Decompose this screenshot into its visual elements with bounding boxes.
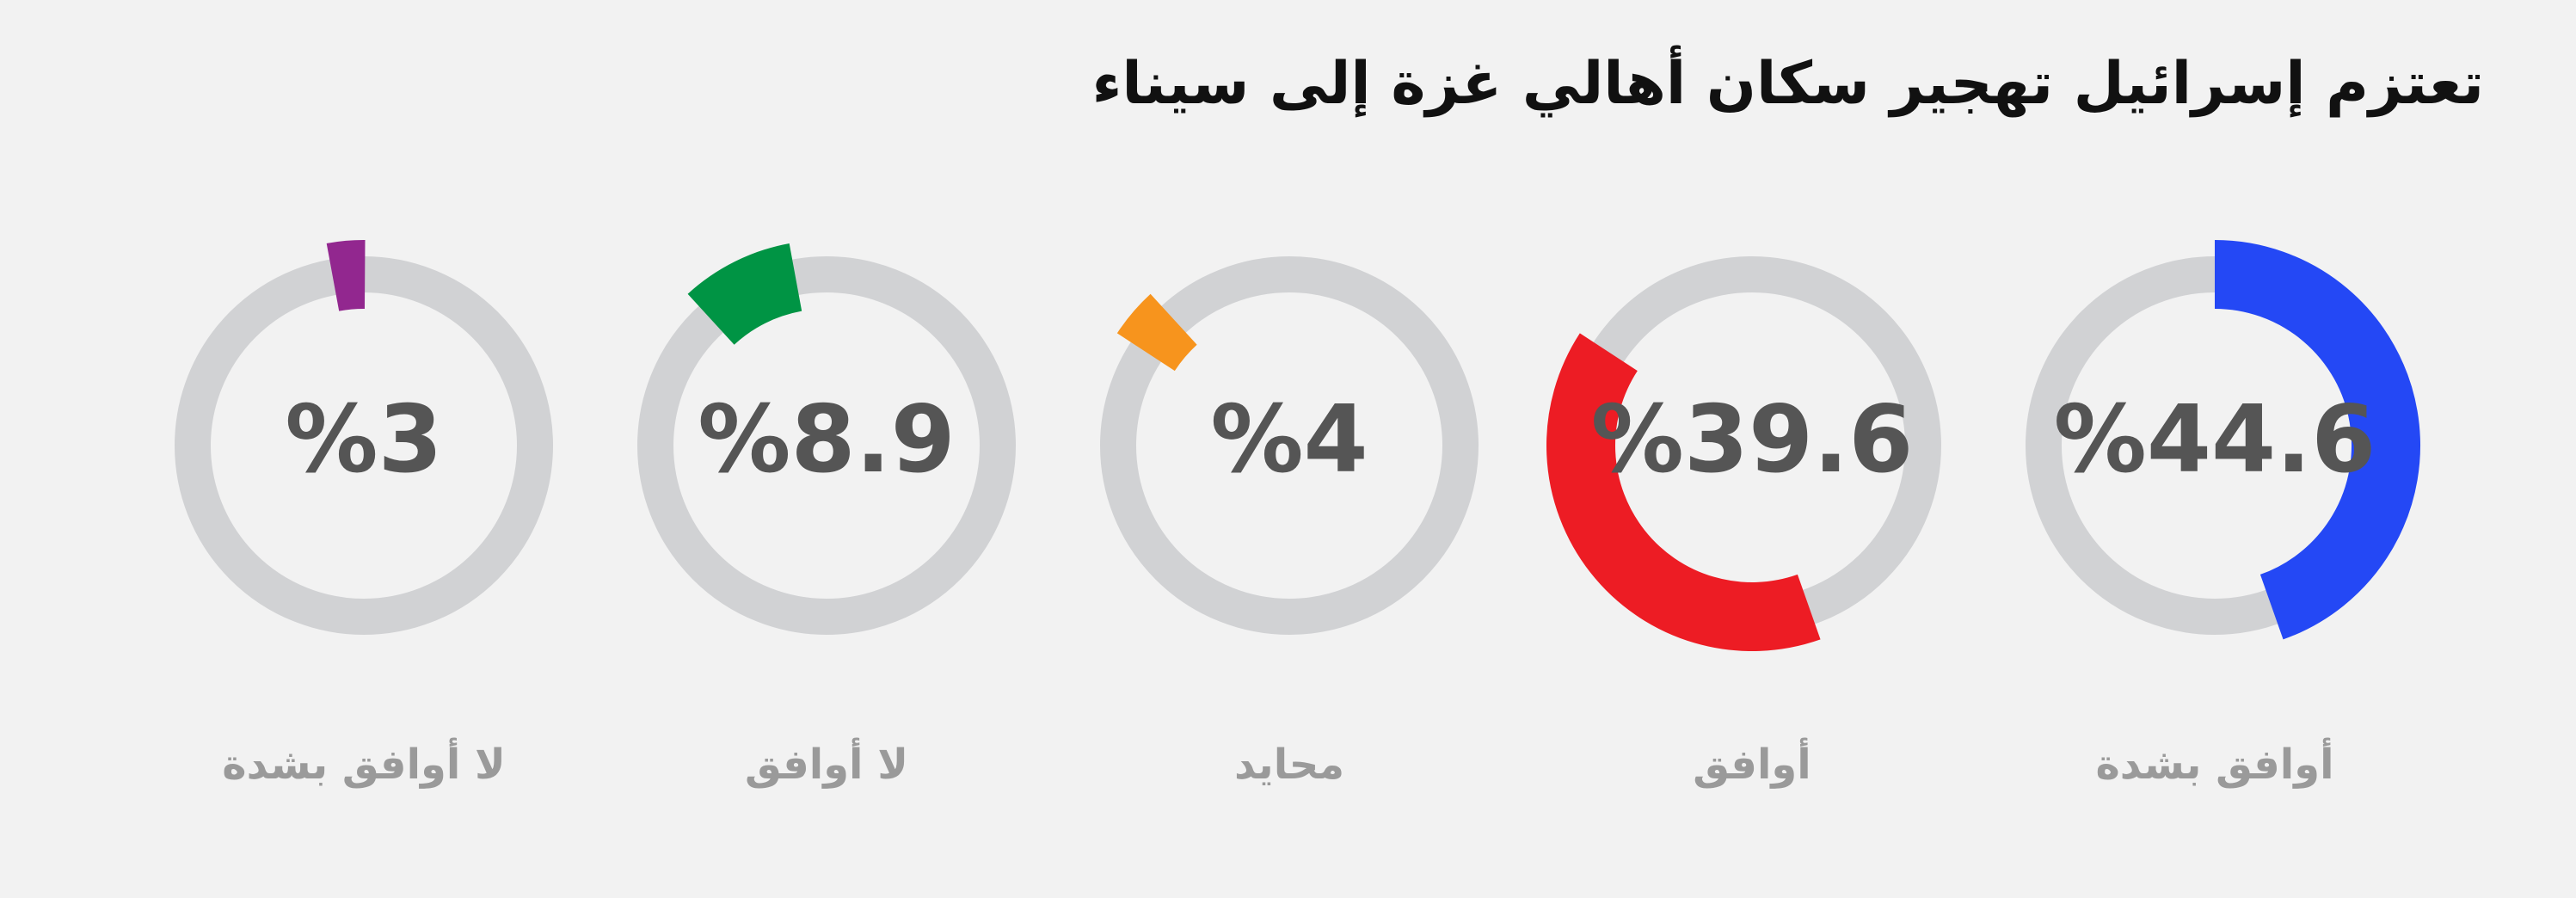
category-label: محايد	[1234, 741, 1344, 789]
arc	[1116, 293, 1198, 372]
track	[637, 256, 1016, 635]
category-label: أوافق	[1693, 737, 1811, 789]
category-label: لا أوافق بشدة	[222, 737, 506, 789]
arc	[687, 243, 803, 346]
value-label: %8.9	[698, 386, 956, 494]
track	[1100, 256, 1479, 635]
category-label: لا أوافق	[745, 737, 908, 789]
value-label: %4	[1210, 386, 1368, 494]
value-label: %3	[285, 386, 442, 494]
arc	[1546, 333, 1821, 651]
category-label: أوافق بشدة	[2095, 737, 2333, 789]
chart-title: تعتزم إسرائيل تهجير سكان أهالي غزة إلى س…	[1091, 50, 2484, 118]
value-label: %44.6	[2054, 386, 2376, 494]
value-label: %39.6	[1591, 386, 1914, 494]
arc	[326, 240, 366, 311]
arc	[2214, 240, 2420, 640]
